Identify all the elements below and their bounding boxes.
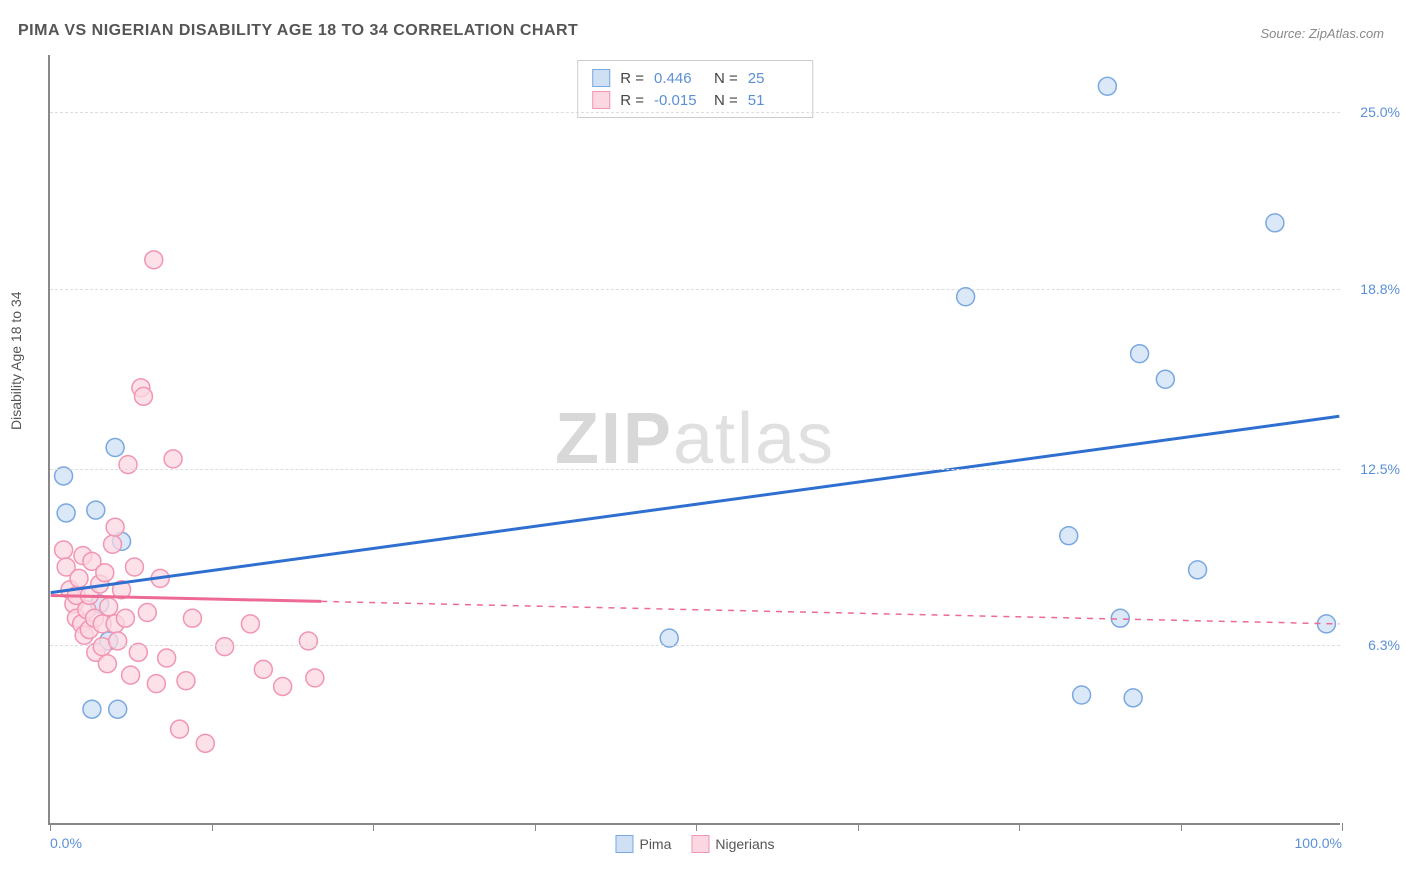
stat-n-value: 25 <box>748 70 798 87</box>
data-point <box>122 666 140 684</box>
data-point <box>87 501 105 519</box>
series-legend: Pima Nigerians <box>615 835 774 853</box>
data-point <box>119 456 137 474</box>
data-point <box>274 677 292 695</box>
plot-area: ZIPatlas R =0.446N =25R =-0.015N =51 Pim… <box>48 55 1340 825</box>
stat-r-label: R = <box>620 92 644 109</box>
data-point <box>138 604 156 622</box>
data-point <box>106 518 124 536</box>
legend-swatch <box>691 835 709 853</box>
data-point <box>106 439 124 457</box>
y-tick-label: 18.8% <box>1360 281 1400 297</box>
data-point <box>1060 527 1078 545</box>
data-point <box>183 609 201 627</box>
data-point <box>306 669 324 687</box>
trend-line <box>51 416 1340 592</box>
x-tick-label: 0.0% <box>50 835 82 851</box>
data-point <box>171 720 189 738</box>
data-point <box>177 672 195 690</box>
stat-r-label: R = <box>620 70 644 87</box>
stat-legend-row: R = 0.446 N = 25 <box>592 67 798 89</box>
x-tick-label: 100.0% <box>1295 835 1342 851</box>
x-tick <box>50 823 51 831</box>
data-point <box>196 734 214 752</box>
x-tick <box>1342 823 1343 831</box>
x-tick <box>373 823 374 831</box>
data-point <box>164 450 182 468</box>
data-point <box>145 251 163 269</box>
plot-svg <box>50 55 1340 823</box>
source-attribution: Source: ZipAtlas.com <box>1260 26 1384 41</box>
stat-legend: R = 0.446 N = 25 R = -0.015 N = 51 <box>577 60 813 118</box>
x-tick <box>858 823 859 831</box>
data-point <box>241 615 259 633</box>
series-legend-label: Nigerians <box>715 836 774 852</box>
y-tick-label: 25.0% <box>1360 104 1400 120</box>
y-axis-label: Disability Age 18 to 34 <box>8 291 24 430</box>
trend-line-extrapolated <box>321 601 1339 623</box>
gridline <box>50 289 1340 290</box>
data-point <box>70 569 88 587</box>
x-tick <box>535 823 536 831</box>
data-point <box>104 535 122 553</box>
y-tick-label: 12.5% <box>1360 461 1400 477</box>
data-point <box>1098 77 1116 95</box>
legend-swatch <box>615 835 633 853</box>
x-tick <box>212 823 213 831</box>
data-point <box>116 609 134 627</box>
data-point <box>109 700 127 718</box>
data-point <box>83 700 101 718</box>
stat-n-label: N = <box>714 92 738 109</box>
data-point <box>98 655 116 673</box>
data-point <box>158 649 176 667</box>
x-tick <box>696 823 697 831</box>
series-legend-item: Nigerians <box>691 835 774 853</box>
data-point <box>1156 370 1174 388</box>
chart-container: PIMA VS NIGERIAN DISABILITY AGE 18 TO 34… <box>0 0 1406 892</box>
series-legend-item: Pima <box>615 835 671 853</box>
data-point <box>57 504 75 522</box>
data-point <box>1131 345 1149 363</box>
legend-swatch <box>592 69 610 87</box>
gridline <box>50 645 1340 646</box>
data-point <box>299 632 317 650</box>
data-point <box>96 564 114 582</box>
data-point <box>1073 686 1091 704</box>
data-point <box>55 541 73 559</box>
stat-r-value: -0.015 <box>654 92 704 109</box>
stat-n-value: 51 <box>748 92 798 109</box>
data-point <box>1266 214 1284 232</box>
data-point <box>147 675 165 693</box>
x-tick <box>1181 823 1182 831</box>
data-point <box>1124 689 1142 707</box>
data-point <box>134 387 152 405</box>
data-point <box>254 660 272 678</box>
gridline <box>50 469 1340 470</box>
data-point <box>125 558 143 576</box>
data-point <box>216 638 234 656</box>
x-tick <box>1019 823 1020 831</box>
y-tick-label: 6.3% <box>1368 637 1400 653</box>
data-point <box>957 288 975 306</box>
data-point <box>1189 561 1207 579</box>
stat-legend-row: R = -0.015 N = 51 <box>592 89 798 111</box>
stat-r-value: 0.446 <box>654 70 704 87</box>
legend-swatch <box>592 91 610 109</box>
series-legend-label: Pima <box>639 836 671 852</box>
data-point <box>109 632 127 650</box>
data-point <box>100 598 118 616</box>
chart-title: PIMA VS NIGERIAN DISABILITY AGE 18 TO 34… <box>18 22 578 40</box>
data-point <box>55 467 73 485</box>
gridline <box>50 112 1340 113</box>
stat-n-label: N = <box>714 70 738 87</box>
